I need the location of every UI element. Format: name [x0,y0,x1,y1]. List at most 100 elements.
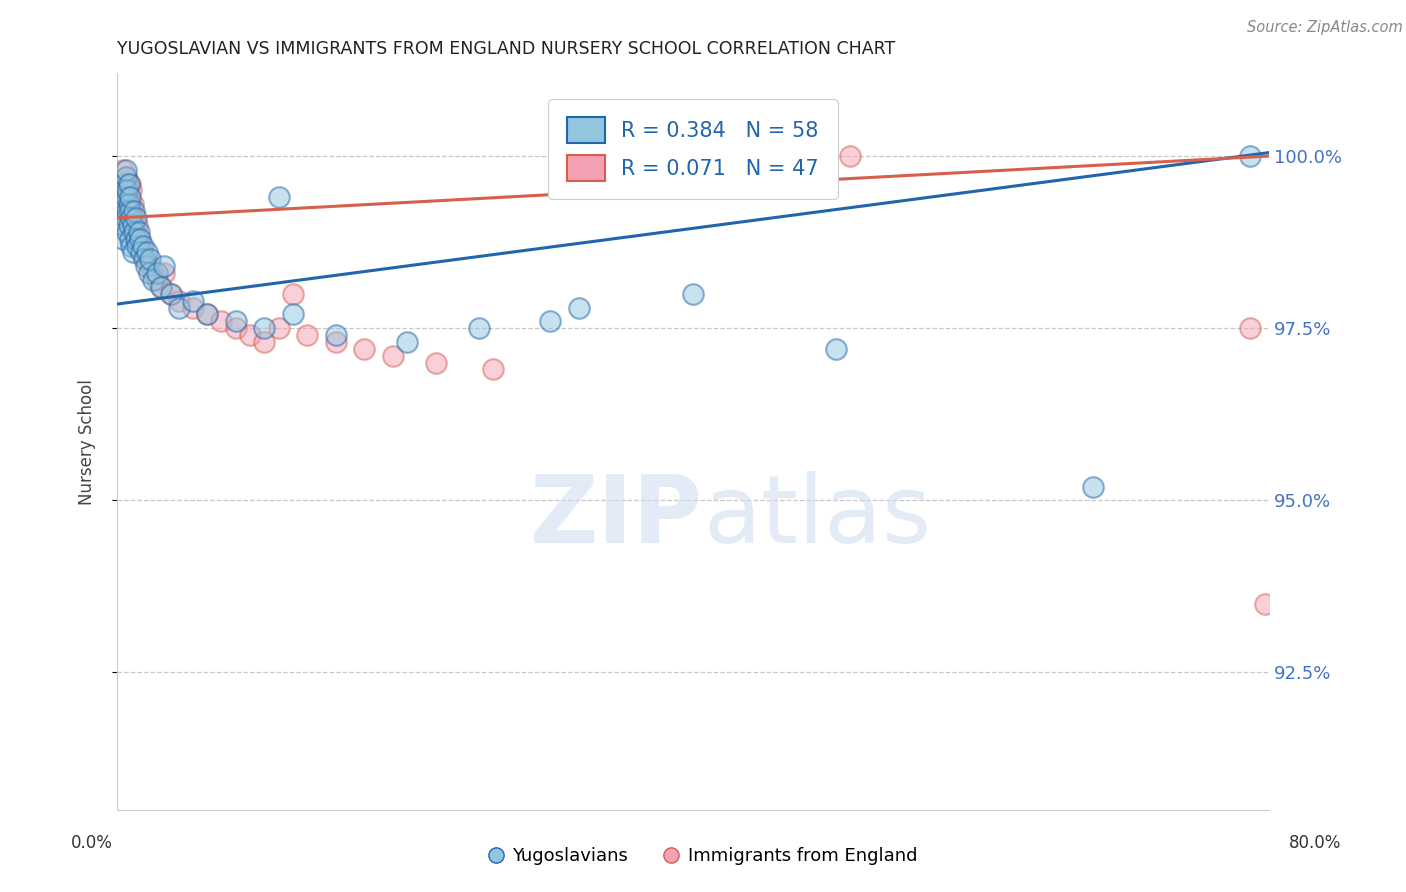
Point [115,184,138,198]
Point [325,334,347,349]
Point [167,293,190,308]
Point [195,307,218,321]
Text: ZIP: ZIP [530,471,703,564]
Point [132,245,155,260]
Point [1253,597,1275,611]
Point [150,280,173,294]
Point [114,211,136,225]
Point [153,259,176,273]
Point [115,204,138,219]
Point [295,328,318,343]
Point [325,328,347,343]
Point [111,204,134,219]
Point [160,286,183,301]
Point [114,169,136,184]
Point [281,286,304,301]
Point [111,184,134,198]
Point [267,321,290,335]
Text: atlas: atlas [703,471,931,564]
Point [114,162,136,177]
Point [121,218,143,232]
Point [118,177,141,191]
Point [132,238,155,252]
Point [839,149,862,163]
Text: 0.0%: 0.0% [70,834,112,852]
Y-axis label: Nursery School: Nursery School [79,379,96,505]
Point [131,245,153,260]
Point [128,232,150,246]
Point [267,190,290,204]
Point [129,238,152,252]
Point [682,286,704,301]
Point [127,238,149,252]
Point [353,342,375,356]
Point [127,218,149,232]
Point [114,190,136,204]
Point [121,245,143,260]
Text: YUGOSLAVIAN VS IMMIGRANTS FROM ENGLAND NURSERY SCHOOL CORRELATION CHART: YUGOSLAVIAN VS IMMIGRANTS FROM ENGLAND N… [117,40,896,58]
Point [125,225,148,239]
Point [253,334,276,349]
Point [281,307,304,321]
Point [139,252,162,267]
Point [239,328,262,343]
Point [115,204,138,219]
Point [117,197,139,211]
Point [111,162,134,177]
Point [117,190,139,204]
Point [120,211,142,225]
Point [121,197,143,211]
Point [111,184,134,198]
Text: Source: ZipAtlas.com: Source: ZipAtlas.com [1247,20,1403,35]
Point [115,184,138,198]
Point [118,204,141,219]
Legend: R = 0.384   N = 58, R = 0.071   N = 47: R = 0.384 N = 58, R = 0.071 N = 47 [548,99,838,200]
Point [112,177,135,191]
Point [425,355,447,369]
Point [117,177,139,191]
Point [253,321,276,335]
Point [122,225,145,239]
Point [153,266,176,280]
Point [160,286,183,301]
Point [121,218,143,232]
Point [111,232,134,246]
Point [120,238,142,252]
Point [396,334,419,349]
Point [139,259,162,273]
Point [112,197,135,211]
Point [181,293,204,308]
Point [118,232,141,246]
Point [195,307,218,321]
Point [112,218,135,232]
Point [125,211,148,225]
Point [122,211,145,225]
Point [482,362,505,376]
Point [538,314,561,328]
Point [150,280,173,294]
Point [181,301,204,315]
Point [146,273,169,287]
Point [209,314,232,328]
Point [467,321,489,335]
Point [125,232,148,246]
Point [135,252,157,267]
Point [128,225,150,239]
Point [225,314,247,328]
Point [167,301,190,315]
Point [1239,321,1261,335]
Point [114,169,136,184]
Point [117,218,139,232]
Point [1239,149,1261,163]
Point [115,225,138,239]
Point [142,273,165,287]
Point [120,184,142,198]
Point [117,211,139,225]
Point [112,177,135,191]
Point [122,204,145,219]
Point [225,321,247,335]
Text: 80.0%: 80.0% [1288,834,1341,852]
Point [112,197,135,211]
Point [135,259,157,273]
Legend: Yugoslavians, Immigrants from England: Yugoslavians, Immigrants from England [482,840,924,872]
